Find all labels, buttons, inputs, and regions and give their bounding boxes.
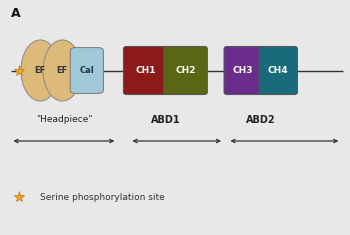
Text: ABD2: ABD2 bbox=[246, 115, 275, 125]
FancyBboxPatch shape bbox=[259, 47, 298, 94]
FancyBboxPatch shape bbox=[70, 48, 104, 94]
FancyBboxPatch shape bbox=[123, 47, 167, 94]
Text: Serine phosphorylation site: Serine phosphorylation site bbox=[40, 193, 165, 202]
Text: CH4: CH4 bbox=[268, 66, 288, 75]
Text: CH3: CH3 bbox=[233, 66, 253, 75]
FancyBboxPatch shape bbox=[224, 47, 262, 94]
Text: A: A bbox=[10, 7, 20, 20]
Ellipse shape bbox=[21, 40, 60, 101]
Text: CH1: CH1 bbox=[135, 66, 155, 75]
FancyBboxPatch shape bbox=[164, 47, 207, 94]
Ellipse shape bbox=[43, 40, 82, 101]
Text: EF: EF bbox=[57, 66, 68, 75]
Text: CH2: CH2 bbox=[175, 66, 196, 75]
Text: "Headpiece": "Headpiece" bbox=[36, 115, 93, 124]
Text: ABD1: ABD1 bbox=[151, 115, 180, 125]
Text: Cal: Cal bbox=[79, 66, 94, 75]
Text: EF: EF bbox=[35, 66, 46, 75]
